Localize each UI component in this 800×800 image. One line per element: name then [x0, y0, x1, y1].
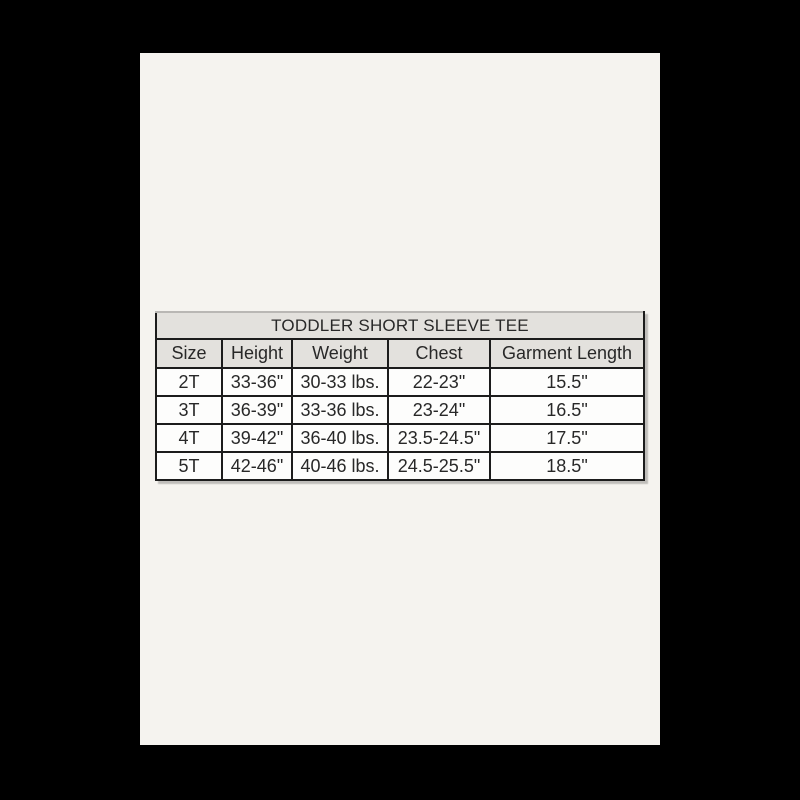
cell-weight: 30-33 lbs. [291, 367, 389, 397]
size-chart-page: TODDLER SHORT SLEEVE TEE Size Height Wei… [140, 53, 660, 745]
table-title: TODDLER SHORT SLEEVE TEE [155, 311, 645, 340]
cell-height: 33-36" [221, 367, 293, 397]
cell-weight: 40-46 lbs. [291, 451, 389, 481]
column-header-chest: Chest [387, 338, 491, 369]
cell-size: 3T [155, 395, 223, 425]
cell-weight: 36-40 lbs. [291, 423, 389, 453]
cell-chest: 24.5-25.5" [387, 451, 491, 481]
cell-garment-length: 15.5" [489, 367, 645, 397]
cell-size: 5T [155, 451, 223, 481]
table-row-2t: 2T 33-36" 30-33 lbs. 22-23" 15.5" [155, 367, 645, 397]
size-chart-table: TODDLER SHORT SLEEVE TEE Size Height Wei… [155, 311, 645, 481]
cell-garment-length: 18.5" [489, 451, 645, 481]
cell-weight: 33-36 lbs. [291, 395, 389, 425]
cell-chest: 23-24" [387, 395, 491, 425]
cell-height: 36-39" [221, 395, 293, 425]
cell-garment-length: 16.5" [489, 395, 645, 425]
cell-height: 42-46" [221, 451, 293, 481]
column-header-height: Height [221, 338, 293, 369]
table-row-5t: 5T 42-46" 40-46 lbs. 24.5-25.5" 18.5" [155, 451, 645, 481]
table-title-row: TODDLER SHORT SLEEVE TEE [155, 311, 645, 340]
cell-garment-length: 17.5" [489, 423, 645, 453]
cell-size: 4T [155, 423, 223, 453]
table-header-row: Size Height Weight Chest Garment Length [155, 338, 645, 369]
cell-height: 39-42" [221, 423, 293, 453]
cell-chest: 23.5-24.5" [387, 423, 491, 453]
table-row-4t: 4T 39-42" 36-40 lbs. 23.5-24.5" 17.5" [155, 423, 645, 453]
column-header-garment-length: Garment Length [489, 338, 645, 369]
table-row-3t: 3T 36-39" 33-36 lbs. 23-24" 16.5" [155, 395, 645, 425]
column-header-weight: Weight [291, 338, 389, 369]
cell-chest: 22-23" [387, 367, 491, 397]
column-header-size: Size [155, 338, 223, 369]
cell-size: 2T [155, 367, 223, 397]
